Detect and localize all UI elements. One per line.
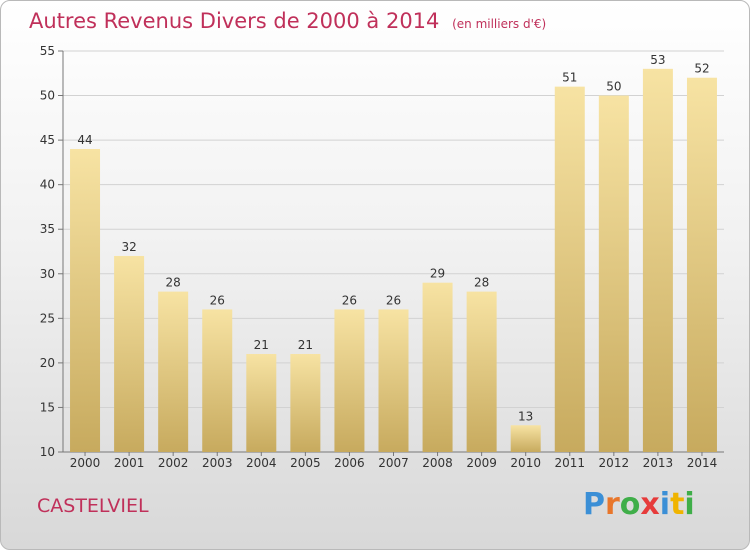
x-tick-label: 2002	[158, 456, 189, 470]
data-label: 28	[166, 276, 181, 290]
x-tick-label: 2007	[378, 456, 409, 470]
bar	[158, 291, 189, 452]
y-tick-label: 20	[40, 356, 55, 370]
chart-title: Autres Revenus Divers de 2000 à 2014 (en…	[29, 9, 546, 33]
bar	[114, 255, 145, 452]
place-name: CASTELVIEL	[37, 495, 149, 517]
bar	[598, 95, 629, 453]
bar	[466, 291, 497, 452]
bar	[378, 309, 409, 452]
data-label: 26	[386, 293, 401, 307]
bar	[290, 353, 321, 452]
proxiti-logo: Proxiti	[583, 487, 695, 522]
y-tick-label: 10	[40, 445, 55, 459]
y-tick-label: 25	[40, 311, 55, 325]
bar	[70, 149, 101, 452]
bar	[334, 309, 365, 452]
x-tick-label: 2009	[466, 456, 497, 470]
y-tick-label: 40	[40, 178, 55, 192]
bar	[686, 77, 717, 452]
data-label: 29	[430, 267, 445, 281]
x-tick-label: 2006	[334, 456, 365, 470]
data-label: 53	[650, 53, 665, 67]
data-label: 26	[342, 293, 357, 307]
x-tick-label: 2001	[114, 456, 145, 470]
data-label: 51	[562, 71, 577, 85]
x-tick-label: 2011	[554, 456, 585, 470]
y-tick-label: 45	[40, 133, 55, 147]
data-label: 26	[210, 293, 225, 307]
x-tick-label: 2000	[70, 456, 101, 470]
y-tick-label: 55	[40, 44, 55, 58]
bar	[554, 86, 585, 453]
y-tick-label: 30	[40, 267, 55, 281]
x-tick-label: 2012	[599, 456, 630, 470]
data-label: 21	[298, 338, 313, 352]
data-label: 21	[254, 338, 269, 352]
data-label: 52	[694, 62, 709, 76]
bar	[642, 68, 673, 453]
x-tick-label: 2003	[202, 456, 233, 470]
bar	[422, 282, 453, 452]
y-tick-label: 15	[40, 400, 55, 414]
title-unit: (en milliers d'€)	[452, 17, 547, 31]
title-text: Autres Revenus Divers de 2000 à 2014	[29, 9, 440, 33]
x-tick-label: 2008	[422, 456, 453, 470]
data-label: 32	[121, 240, 136, 254]
y-tick-label: 35	[40, 222, 55, 236]
data-label: 13	[518, 409, 533, 423]
bar	[510, 425, 541, 452]
x-tick-label: 2005	[290, 456, 321, 470]
data-label: 28	[474, 276, 489, 290]
y-tick-label: 50	[40, 89, 55, 103]
bar	[246, 353, 277, 452]
data-label: 44	[77, 133, 92, 147]
x-tick-label: 2013	[643, 456, 674, 470]
data-label: 50	[606, 80, 621, 94]
x-tick-label: 2010	[510, 456, 541, 470]
x-tick-label: 2004	[246, 456, 277, 470]
bar	[202, 309, 233, 452]
x-tick-label: 2014	[687, 456, 718, 470]
